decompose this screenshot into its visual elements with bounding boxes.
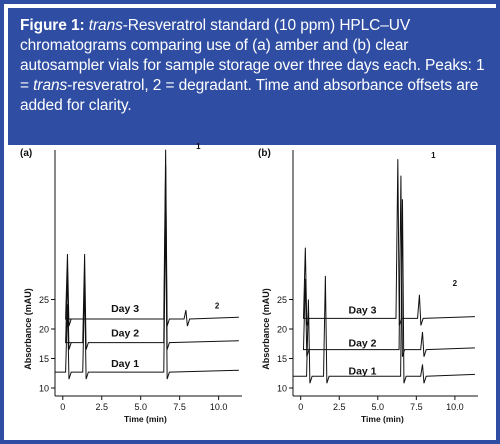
y-tick-label: 20 xyxy=(39,325,49,335)
y-tick-label: 10 xyxy=(39,384,49,394)
y-tick-label: 25 xyxy=(277,295,287,305)
x-tick-label: 0 xyxy=(298,402,303,412)
y-tick-label: 15 xyxy=(277,354,287,364)
peak-label: 2 xyxy=(453,279,458,288)
y-tick-label: 15 xyxy=(39,354,49,364)
series-label: Day 2 xyxy=(111,328,139,340)
trace-day-2 xyxy=(302,175,475,357)
y-tick-label: 25 xyxy=(39,295,49,305)
trace-day-3 xyxy=(302,159,475,326)
caption-italic-2: trans xyxy=(33,77,68,94)
caption-italic-1: trans xyxy=(88,17,123,34)
x-tick-label: 10.0 xyxy=(210,402,228,412)
x-tick-label: 7.5 xyxy=(410,402,423,412)
x-tick-label: 5.0 xyxy=(134,402,147,412)
y-axis-label: Absorbance (mAU) xyxy=(23,288,33,370)
peak-label: 1 xyxy=(196,142,201,151)
series-label: Day 1 xyxy=(111,358,139,370)
peak-label: 1 xyxy=(431,151,436,160)
series-label: Day 3 xyxy=(349,305,377,317)
x-tick-label: 5.0 xyxy=(372,402,385,412)
peak-label: 2 xyxy=(215,301,220,310)
y-axis-label: Absorbance (mAU) xyxy=(261,288,271,370)
x-axis-label: Time (min) xyxy=(124,414,167,424)
trace-day-1 xyxy=(293,199,475,384)
figure-caption: Figure 1: trans-Resveratrol standard (10… xyxy=(8,8,500,145)
x-tick-label: 7.5 xyxy=(173,402,186,412)
x-tick-label: 2.5 xyxy=(333,402,346,412)
trace-day-1 xyxy=(55,206,239,380)
y-tick-label: 10 xyxy=(277,384,287,394)
caption-text-1: -Resveratrol standard (10 ppm) HPLC–UV c… xyxy=(20,17,485,94)
trace-day-3 xyxy=(65,149,239,327)
x-tick-label: 10.0 xyxy=(446,402,464,412)
series-label: Day 3 xyxy=(111,303,139,315)
panel-label: (a) xyxy=(20,148,32,159)
y-tick-label: 20 xyxy=(277,325,287,335)
series-label: Day 1 xyxy=(349,365,377,377)
panel-label: (b) xyxy=(258,148,271,159)
x-tick-label: 2.5 xyxy=(95,402,108,412)
caption-text-2: -resveratrol, 2 = degradant. Time and ab… xyxy=(20,77,479,114)
x-tick-label: 0 xyxy=(60,402,65,412)
caption-label: Figure 1: xyxy=(20,17,85,34)
x-axis-label: Time (min) xyxy=(361,414,404,424)
series-label: Day 2 xyxy=(349,338,377,350)
trace-day-2 xyxy=(65,165,239,350)
